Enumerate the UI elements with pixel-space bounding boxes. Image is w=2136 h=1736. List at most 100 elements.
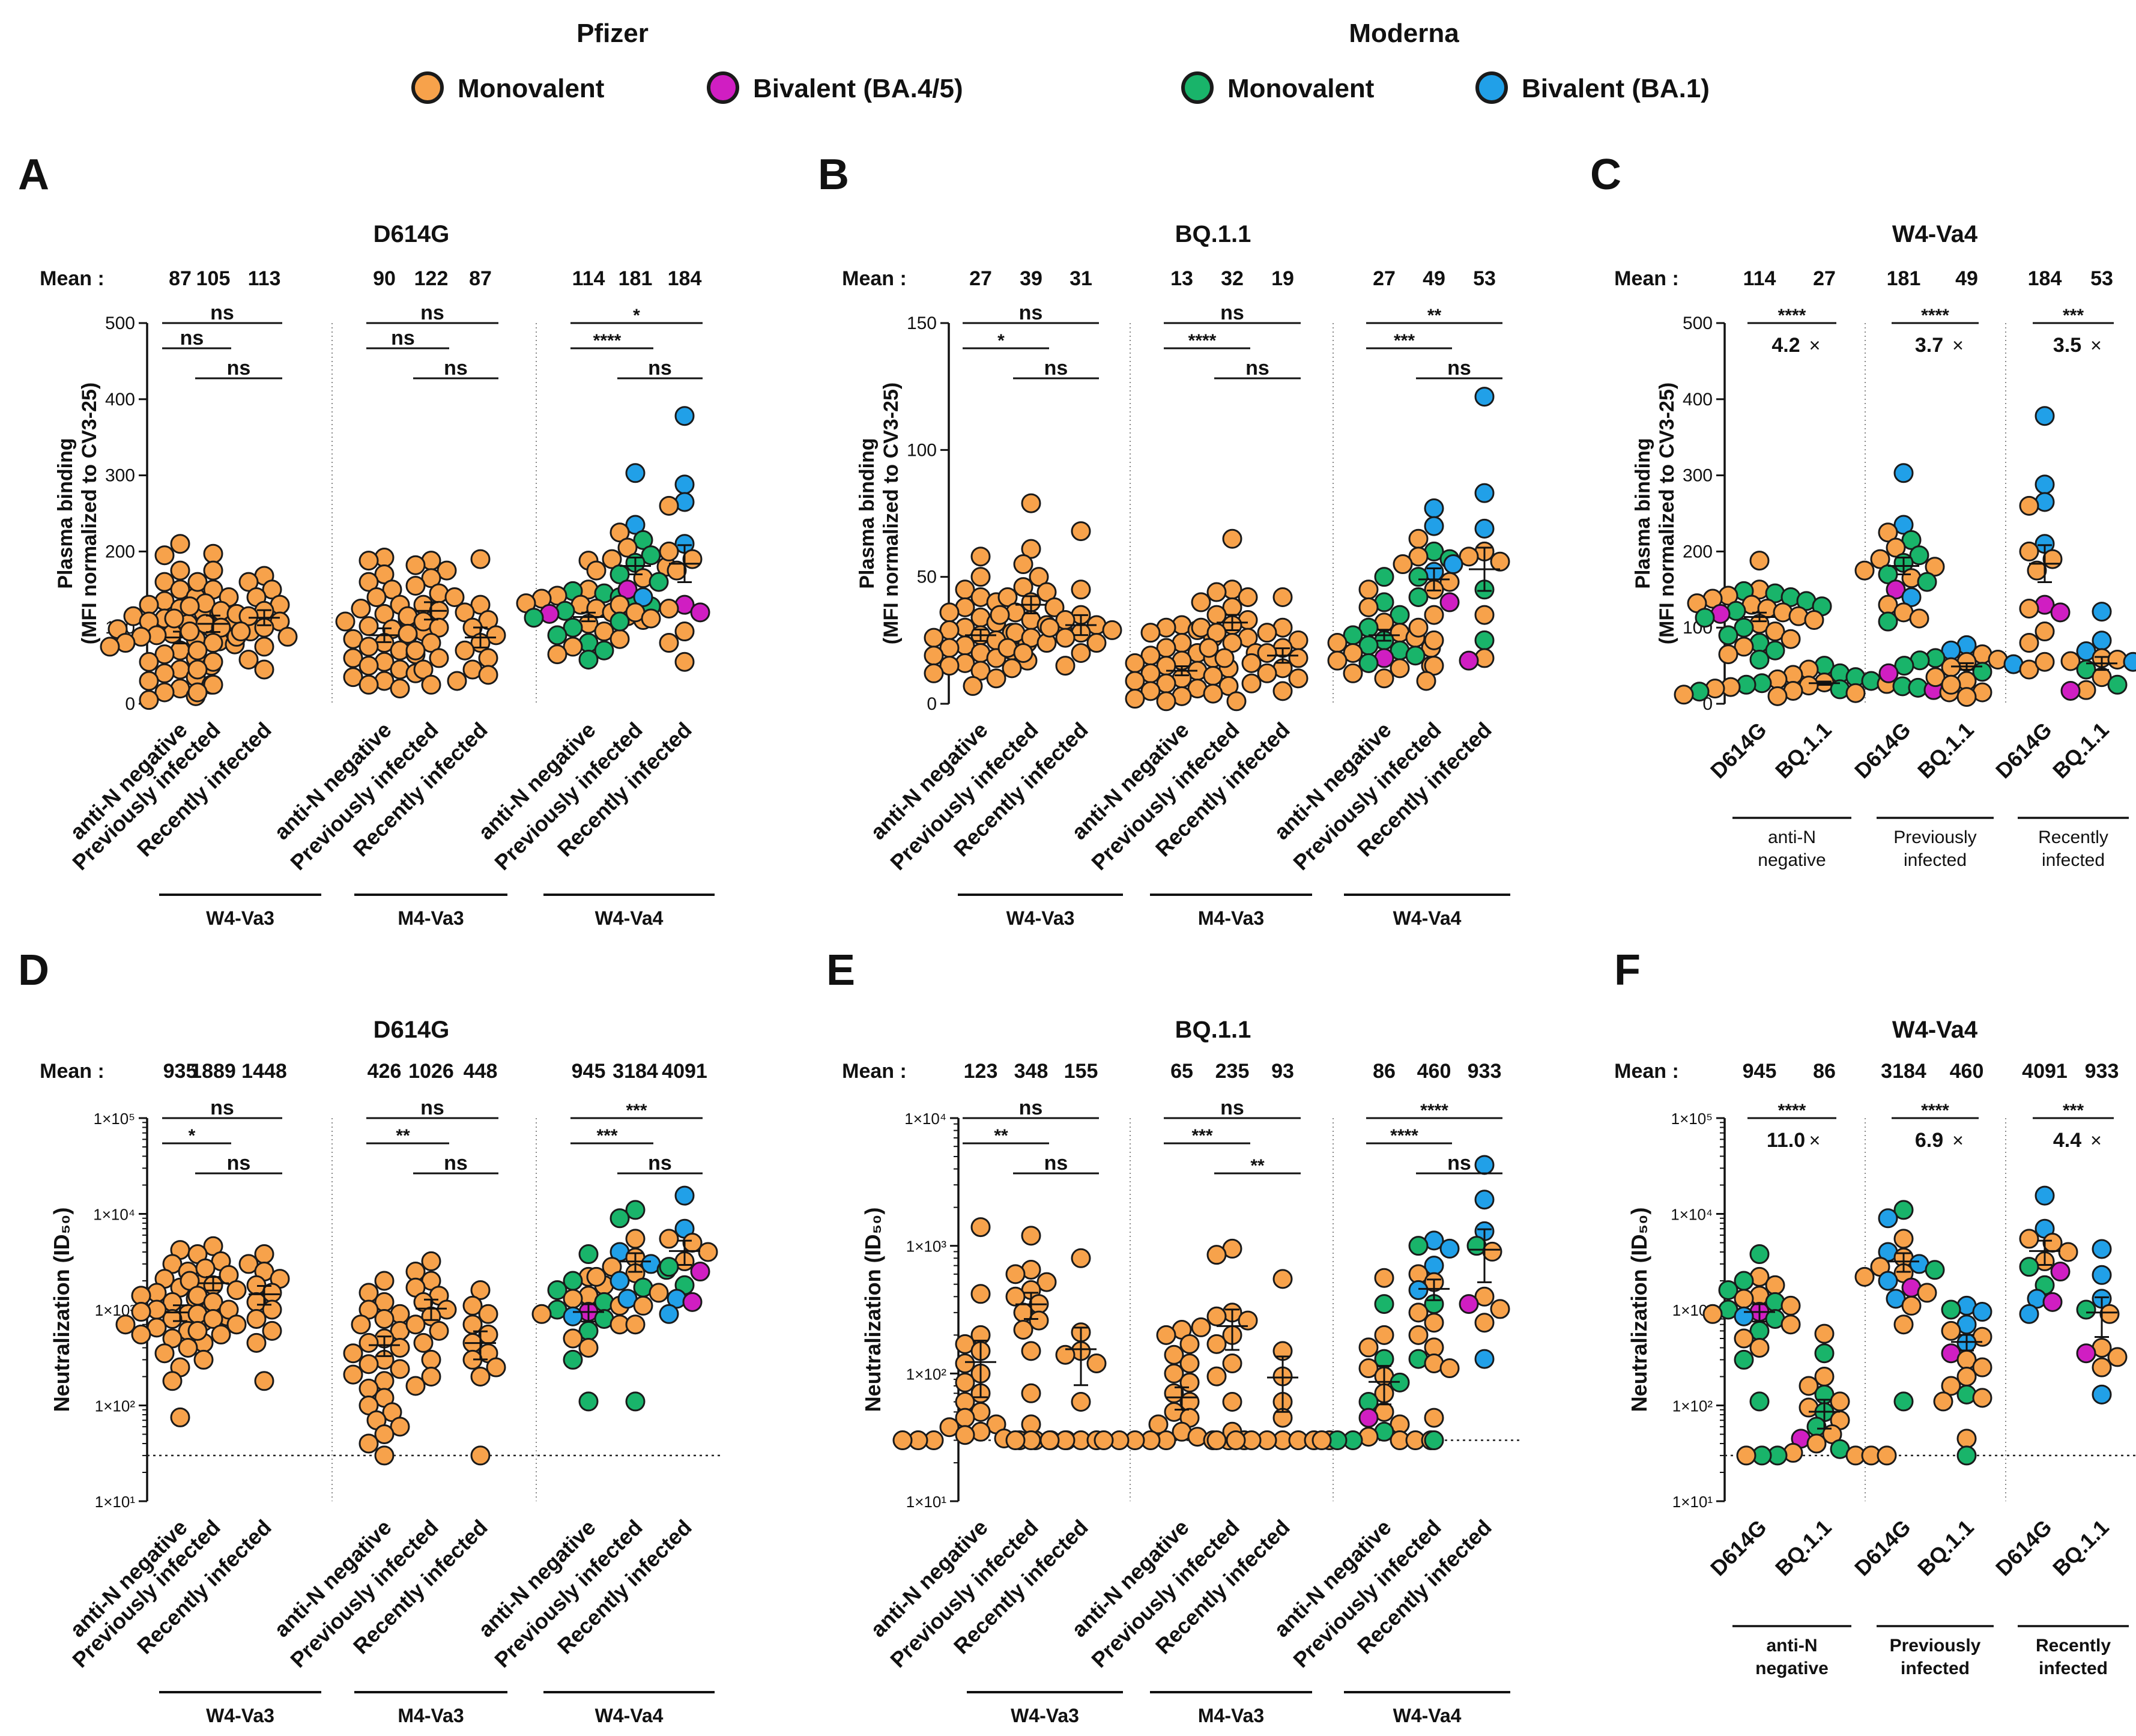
data-point <box>2099 1304 2120 1324</box>
x-category-label: BQ.1.1 <box>2048 1515 2114 1581</box>
data-point <box>1901 1295 1922 1316</box>
data-point <box>1814 1343 1835 1364</box>
data-point <box>374 1445 395 1466</box>
data-point <box>180 622 200 642</box>
data-point <box>1408 587 1429 607</box>
group-label: W4-Va3 <box>1011 1705 1079 1726</box>
data-point <box>154 1343 175 1364</box>
significance-label: ns <box>1447 1152 1471 1175</box>
data-point <box>1474 1190 1495 1210</box>
data-point <box>939 1417 960 1438</box>
data-point <box>682 1292 703 1312</box>
data-point <box>1941 1320 1961 1341</box>
data-point <box>1374 567 1394 587</box>
data-point <box>1424 516 1444 536</box>
legend-label: Bivalent (BA.1) <box>1522 74 1710 103</box>
data-point <box>1870 549 1890 569</box>
data-point <box>139 594 159 615</box>
data-point <box>1917 572 1937 592</box>
data-point <box>939 602 960 623</box>
data-point <box>1424 630 1444 650</box>
group-label: M4-Va3 <box>1198 1705 1264 1726</box>
data-point <box>1358 579 1379 600</box>
data-point <box>193 1349 214 1370</box>
group-label: M4-Va3 <box>398 1705 464 1726</box>
data-point <box>382 579 402 600</box>
data-point <box>1749 1244 1770 1265</box>
data-point <box>170 1407 190 1427</box>
y-tick-label: 1×10⁵ <box>94 1110 135 1128</box>
data-point <box>470 594 491 615</box>
data-point <box>231 622 251 642</box>
group-label: W4-Va4 <box>595 1705 664 1726</box>
data-point <box>154 545 175 566</box>
data-point <box>690 602 710 623</box>
mean-value: 27 <box>1813 267 1836 290</box>
data-point <box>1443 554 1463 575</box>
significance-label: **** <box>1778 306 1806 325</box>
panel-letter: A <box>18 151 49 199</box>
data-point <box>115 1314 136 1335</box>
data-point <box>1765 1275 1785 1295</box>
data-point <box>1272 587 1293 607</box>
data-point <box>478 610 498 631</box>
data-point <box>478 1304 498 1324</box>
data-point <box>1374 1268 1394 1288</box>
significance-label: ns <box>1220 1096 1244 1119</box>
data-point <box>659 541 679 561</box>
data-point <box>1156 691 1176 712</box>
significance-label: **** <box>1188 331 1217 351</box>
data-point <box>939 656 960 676</box>
x-category-label: D614G <box>1850 1515 1916 1581</box>
data-point <box>659 633 679 653</box>
data-point <box>1086 1353 1107 1373</box>
data-point <box>1013 643 1033 663</box>
data-point <box>1878 1208 1898 1229</box>
data-point <box>1917 1283 1937 1303</box>
data-point <box>2027 560 2047 581</box>
data-point <box>1140 681 1161 701</box>
mean-value: 13 <box>1170 267 1193 290</box>
fold-symbol: × <box>2090 334 2102 356</box>
data-point <box>1238 1310 1258 1331</box>
data-point <box>2107 674 2128 695</box>
data-point <box>100 637 120 657</box>
data-point <box>1222 1392 1242 1412</box>
data-point <box>154 682 175 703</box>
data-point <box>1036 1272 1057 1292</box>
mean-value: 426 <box>368 1060 402 1083</box>
significance-label: **** <box>1921 1101 1949 1121</box>
data-point <box>1257 643 1277 663</box>
data-point <box>1734 1328 1754 1349</box>
data-point <box>1206 1366 1227 1387</box>
data-point <box>1474 1286 1495 1307</box>
data-point <box>610 611 630 632</box>
data-point <box>421 1349 441 1370</box>
significance-label: ns <box>1220 301 1244 324</box>
data-point <box>1005 1286 1026 1307</box>
data-point <box>1845 683 1866 703</box>
fold-symbol: × <box>2090 1130 2102 1151</box>
data-point <box>203 674 223 695</box>
data-point <box>1102 620 1122 640</box>
data-point <box>164 608 184 629</box>
group-label: infected <box>2039 1659 2108 1678</box>
group-label: infected <box>1901 1659 1970 1678</box>
data-point <box>1941 1299 1961 1320</box>
data-point <box>1424 1408 1444 1428</box>
data-point <box>1972 1357 1992 1378</box>
data-point <box>1749 1391 1770 1412</box>
data-point <box>359 637 379 657</box>
fold-change: 4.4 <box>2053 1129 2081 1152</box>
mean-value: 123 <box>964 1060 998 1083</box>
data-point <box>390 1417 410 1437</box>
data-point <box>1933 1391 1953 1412</box>
data-point <box>2092 1239 2112 1259</box>
mean-value: 1026 <box>408 1060 454 1083</box>
data-point <box>1894 656 1914 676</box>
data-point <box>1765 622 1785 642</box>
y-tick-label: 200 <box>1683 542 1713 561</box>
